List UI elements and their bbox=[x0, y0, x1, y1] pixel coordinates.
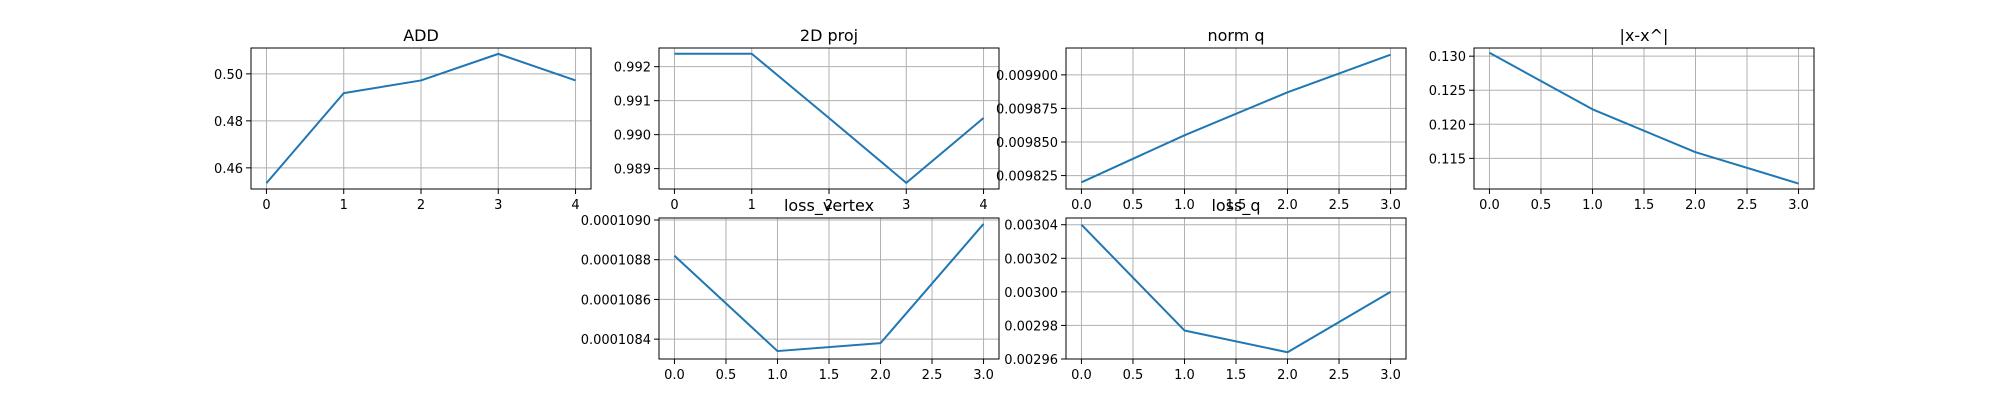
loss-vertex-x-tick-label: 2.0 bbox=[870, 368, 891, 383]
2d-proj-x-tick-label: 4 bbox=[979, 198, 987, 213]
add-series-line bbox=[265, 52, 576, 184]
x-xhat-x-tick-label: 0.0 bbox=[1479, 198, 1500, 213]
2d-proj-y-tick-label: 0.992 bbox=[614, 61, 651, 76]
loss-q-title: loss_q bbox=[1211, 196, 1260, 216]
loss-vertex-x-tick-label: 1.0 bbox=[767, 368, 788, 383]
norm-q-x-tick-label: 0.0 bbox=[1071, 198, 1092, 213]
add-y-tick-label: 0.48 bbox=[214, 115, 243, 130]
x-xhat-x-tick-label: 3.0 bbox=[1788, 198, 1809, 213]
loss-q-x-tick-label: 1.0 bbox=[1174, 368, 1195, 383]
norm-q-y-tick-label: 0.009825 bbox=[996, 170, 1058, 185]
2d-proj-series-line bbox=[674, 52, 985, 184]
2d-proj-x-tick-label: 2 bbox=[825, 198, 833, 213]
x-xhat-y-tick-label: 0.120 bbox=[1429, 118, 1466, 133]
loss-vertex-y-tick-label: 0.0001084 bbox=[581, 333, 651, 348]
add-x-tick-label: 0 bbox=[262, 198, 270, 213]
norm-q-y-tick-label: 0.009900 bbox=[996, 69, 1058, 84]
x-xhat-x-tick-label: 2.5 bbox=[1737, 198, 1758, 213]
2d-proj-title: 2D proj bbox=[800, 26, 858, 45]
loss-q-x-tick-label: 2.5 bbox=[1329, 368, 1350, 383]
loss-vertex-x-tick-label: 0.0 bbox=[664, 368, 685, 383]
norm-q-x-tick-label: 2.0 bbox=[1277, 198, 1298, 213]
loss-q-x-tick-label: 2.0 bbox=[1277, 368, 1298, 383]
loss-vertex-x-tick-label: 3.0 bbox=[973, 368, 994, 383]
loss-vertex-x-tick-label: 0.5 bbox=[716, 368, 737, 383]
add-x-tick-label: 3 bbox=[494, 198, 502, 213]
2d-proj-y-tick-label: 0.990 bbox=[614, 129, 651, 144]
add-y-tick-label: 0.46 bbox=[214, 162, 243, 177]
loss-q-x-tick-label: 3.0 bbox=[1380, 368, 1401, 383]
norm-q-x-tick-label: 3.0 bbox=[1380, 198, 1401, 213]
x-xhat-series-line bbox=[1488, 51, 1799, 185]
loss-vertex-y-tick-label: 0.0001086 bbox=[581, 293, 651, 308]
loss-q-x-tick-label: 1.5 bbox=[1226, 368, 1247, 383]
norm-q-x-tick-label: 0.5 bbox=[1123, 198, 1144, 213]
add-title: ADD bbox=[403, 26, 439, 45]
x-xhat-title: |x-x^| bbox=[1620, 26, 1669, 45]
x-xhat-y-tick-label: 0.125 bbox=[1429, 84, 1466, 99]
loss-vertex-x-tick-label: 2.5 bbox=[922, 368, 943, 383]
loss-q-y-tick-label: 0.00298 bbox=[1004, 319, 1058, 334]
subplot-x-xhat: 0.0 0.5 1.0 1.5 2.0 2.5 3.0 0.115 0.120 0.125 0.13… bbox=[1429, 26, 1815, 213]
loss-vertex-x-tick-label: 1.5 bbox=[819, 368, 840, 383]
2d-proj-y-tick-label: 0.991 bbox=[614, 95, 651, 110]
loss-q-x-tick-label: 0.0 bbox=[1071, 368, 1092, 383]
x-xhat-x-tick-label: 0.5 bbox=[1531, 198, 1552, 213]
loss-vertex-y-tick-label: 0.0001090 bbox=[581, 214, 651, 229]
loss-q-y-tick-label: 0.00304 bbox=[1004, 219, 1058, 234]
2d-proj-x-tick-label: 3 bbox=[902, 198, 910, 213]
loss-q-x-tick-label: 0.5 bbox=[1123, 368, 1144, 383]
x-xhat-y-tick-label: 0.115 bbox=[1429, 152, 1466, 167]
loss-q-y-tick-label: 0.00300 bbox=[1004, 286, 1058, 301]
subplot-norm-q: 0.0 0.5 1.0 1.5 2.0 2.5 3.0 0.009825 0.009850 0.0… bbox=[996, 26, 1407, 213]
subplot-loss-q: 0.0 0.5 1.0 1.5 2.0 2.5 3.0 0.00296 0.00298 0.003… bbox=[1004, 196, 1407, 383]
subplot-add: 0 1 2 3 4 0.46 0.48 0.50 ADD bbox=[214, 26, 592, 213]
subplot-2d-proj: 0 1 2 3 4 0.989 0.990 0.991 0.992 2D proj bbox=[614, 26, 1000, 213]
2d-proj-y-tick-label: 0.989 bbox=[614, 163, 651, 178]
subplot-loss-vertex: 0.0 0.5 1.0 1.5 2.0 2.5 3.0 0.0001084 0.0001086 0… bbox=[581, 196, 1000, 383]
loss-q-y-tick-label: 0.00296 bbox=[1004, 353, 1058, 368]
norm-q-title: norm q bbox=[1207, 26, 1264, 45]
norm-q-y-tick-label: 0.009850 bbox=[996, 136, 1058, 151]
norm-q-series-line bbox=[1081, 53, 1391, 184]
loss-vertex-y-tick-label: 0.0001088 bbox=[581, 254, 651, 269]
norm-q-x-tick-label: 1.5 bbox=[1226, 198, 1247, 213]
loss-q-series-line bbox=[1080, 224, 1392, 354]
add-y-tick-label: 0.50 bbox=[214, 68, 243, 83]
x-xhat-x-tick-label: 1.5 bbox=[1634, 198, 1655, 213]
x-xhat-x-tick-label: 1.0 bbox=[1582, 198, 1603, 213]
norm-q-y-tick-label: 0.009875 bbox=[996, 102, 1058, 117]
add-x-tick-label: 4 bbox=[571, 198, 579, 213]
loss-vertex-title: loss_vertex bbox=[784, 196, 874, 216]
norm-q-x-tick-label: 1.0 bbox=[1174, 198, 1195, 213]
loss-q-y-tick-label: 0.00302 bbox=[1004, 252, 1058, 267]
2d-proj-x-tick-label: 1 bbox=[748, 198, 756, 213]
add-x-tick-label: 1 bbox=[340, 198, 348, 213]
x-xhat-y-tick-label: 0.130 bbox=[1429, 50, 1466, 65]
add-x-tick-label: 2 bbox=[417, 198, 425, 213]
2d-proj-x-tick-label: 0 bbox=[670, 198, 678, 213]
loss-vertex-series-line bbox=[673, 223, 985, 353]
x-xhat-x-tick-label: 2.0 bbox=[1685, 198, 1706, 213]
norm-q-x-tick-label: 2.5 bbox=[1329, 198, 1350, 213]
